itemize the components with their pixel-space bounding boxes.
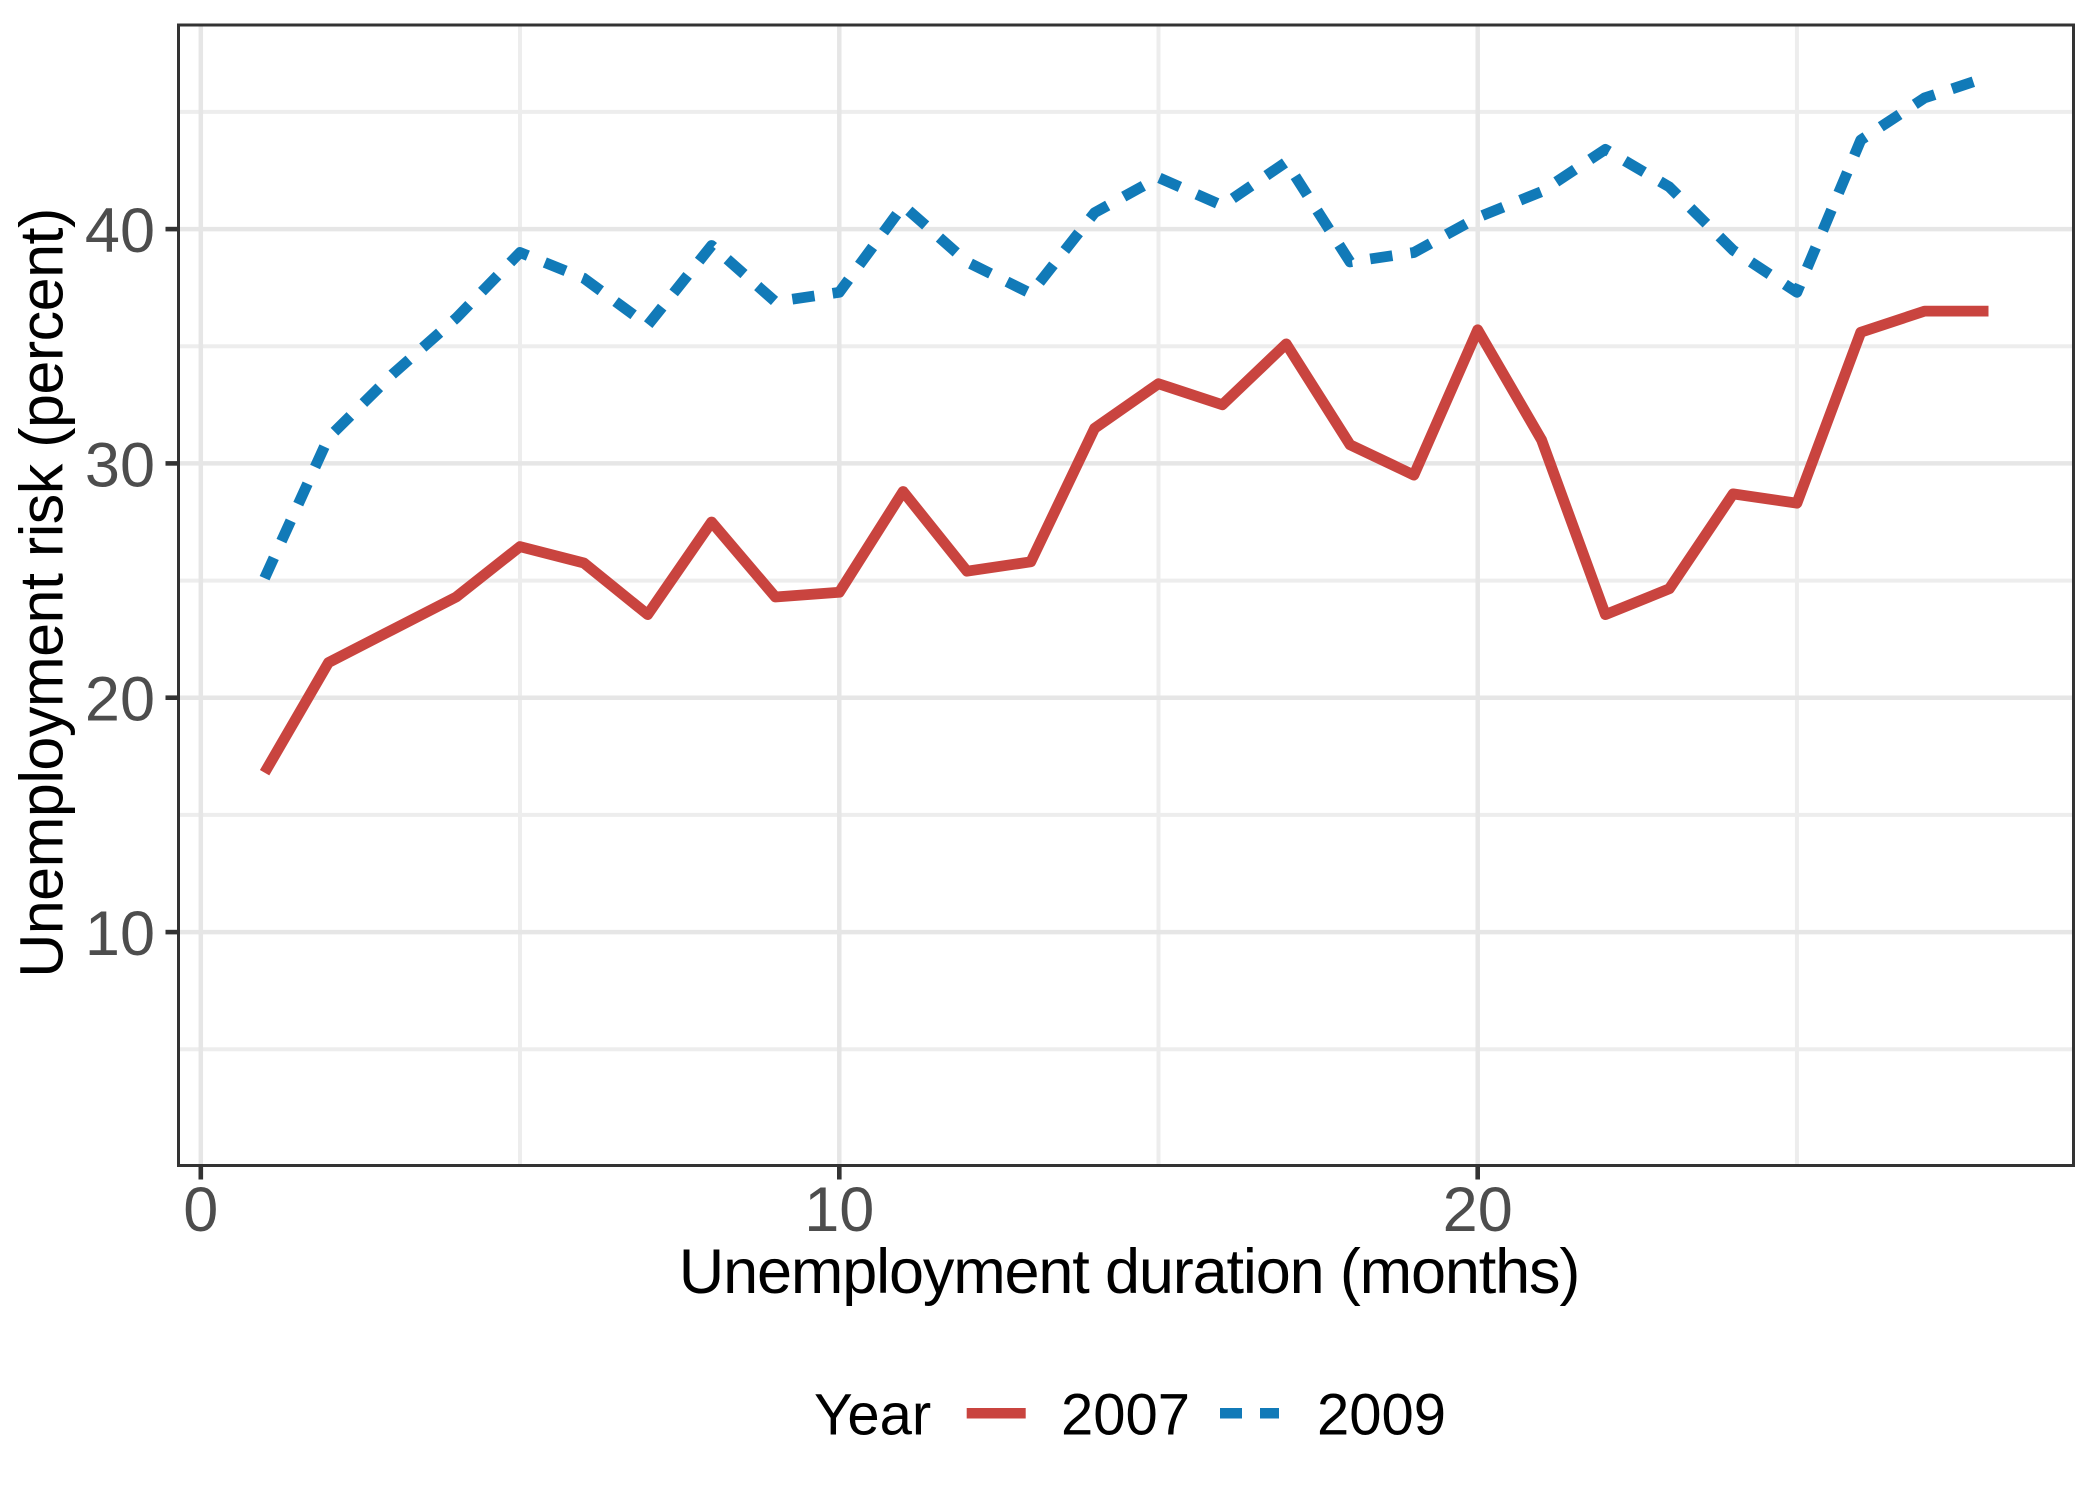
svg-text:20: 20	[1443, 1175, 1513, 1245]
svg-text:2009: 2009	[1317, 1383, 1446, 1448]
svg-text:Unemployment risk (percent): Unemployment risk (percent)	[8, 208, 76, 978]
svg-text:30: 30	[85, 430, 155, 500]
svg-text:Unemployment duration (months): Unemployment duration (months)	[679, 1237, 1579, 1307]
svg-text:2007: 2007	[1061, 1383, 1190, 1448]
svg-text:20: 20	[85, 665, 155, 735]
svg-text:40: 40	[85, 196, 155, 266]
svg-text:10: 10	[85, 899, 155, 969]
svg-text:Year: Year	[814, 1383, 931, 1448]
svg-text:10: 10	[804, 1175, 874, 1245]
svg-text:0: 0	[183, 1175, 218, 1245]
